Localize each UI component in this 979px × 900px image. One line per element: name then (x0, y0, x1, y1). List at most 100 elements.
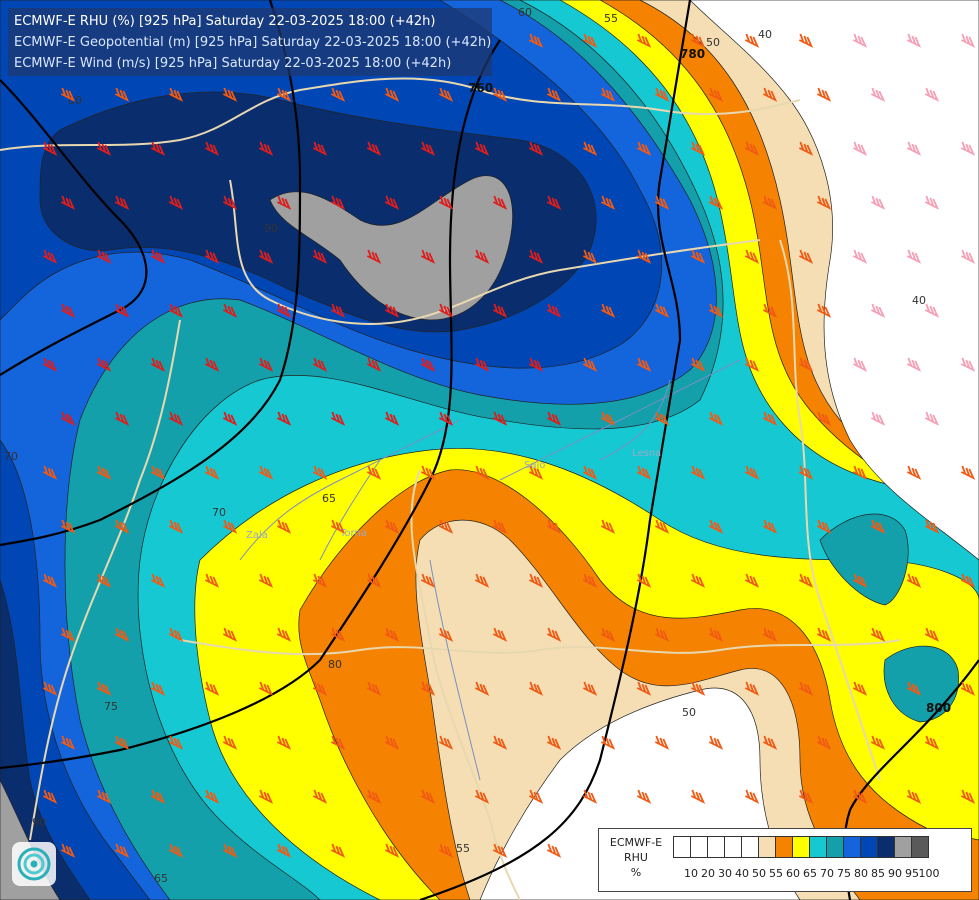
wind-barb (924, 303, 940, 318)
wind-barb (150, 465, 166, 480)
rhu-label: 70 (212, 506, 226, 519)
wind-barb (546, 87, 562, 102)
wind-barb (42, 249, 58, 264)
wind-barb (798, 357, 814, 372)
wind-barb (474, 465, 490, 480)
wind-barb (528, 141, 544, 156)
wind-barb (276, 195, 292, 210)
wind-barb (258, 249, 274, 264)
wind-barb (150, 789, 166, 804)
wind-barb (60, 303, 76, 318)
wind-barb (870, 627, 886, 642)
wind-barb (312, 681, 328, 696)
wind-barb (168, 195, 184, 210)
wind-barb (42, 141, 58, 156)
wind-barb (492, 303, 508, 318)
wind-barb (528, 249, 544, 264)
wind-barb (438, 627, 454, 642)
wind-barb (150, 249, 166, 264)
wind-barb (546, 303, 562, 318)
legend-swatch (894, 836, 912, 858)
wind-barb (798, 573, 814, 588)
wind-barb (546, 195, 562, 210)
river-line (429, 559, 481, 781)
wind-barb (636, 681, 652, 696)
legend-swatch (860, 836, 878, 858)
wind-barb (276, 519, 292, 534)
wind-barb (474, 141, 490, 156)
wind-barb (438, 735, 454, 750)
wind-barb (168, 735, 184, 750)
wind-barb (690, 789, 706, 804)
wind-barb (366, 141, 382, 156)
wind-barb (528, 465, 544, 480)
legend-swatch (707, 836, 725, 858)
wind-barb (762, 519, 778, 534)
wind-barb (816, 627, 832, 642)
provider-logo (12, 842, 56, 886)
wind-barb (546, 627, 562, 642)
wind-barb (384, 843, 400, 858)
wind-barb (546, 411, 562, 426)
border-line (0, 77, 801, 151)
legend-tick-label: 40 (735, 867, 749, 880)
swirl-logo-icon (17, 847, 51, 881)
river-label: Sajo (524, 460, 545, 471)
wind-barb (150, 573, 166, 588)
wind-barb (744, 141, 760, 156)
geopotential-line (0, 0, 302, 547)
wind-barb (168, 87, 184, 102)
wind-barb (582, 357, 598, 372)
wind-barb (852, 141, 868, 156)
wind-barb (870, 195, 886, 210)
wind-barb (528, 573, 544, 588)
wind-barb (708, 303, 724, 318)
wind-barb (600, 627, 616, 642)
wind-barb (600, 195, 616, 210)
legend-swatch (826, 836, 844, 858)
wind-barb (636, 573, 652, 588)
rhu-band-90-sw (0, 579, 91, 900)
wind-barb (330, 519, 346, 534)
wind-barb (582, 573, 598, 588)
rhu-label: 55 (456, 842, 470, 855)
wind-barb (744, 249, 760, 264)
wind-barb (870, 411, 886, 426)
geopotential-line (0, 79, 148, 376)
rhu-label: 90 (32, 816, 46, 829)
wind-barb (366, 789, 382, 804)
wind-barb (852, 573, 868, 588)
wind-barb (150, 357, 166, 372)
wind-barb (906, 681, 922, 696)
wind-barb (114, 411, 130, 426)
wind-barb (852, 33, 868, 48)
wind-barb (636, 789, 652, 804)
wind-barb (744, 357, 760, 372)
wind-barb (330, 303, 346, 318)
wind-barb (690, 141, 706, 156)
wind-barb (204, 141, 220, 156)
wind-barb (600, 735, 616, 750)
geopotential-labels: 780 760 800 (468, 47, 951, 715)
wind-barb (366, 465, 382, 480)
wind-barb (222, 195, 238, 210)
wind-barb (852, 249, 868, 264)
rhu-label: 75 (104, 700, 118, 713)
wind-barb (258, 465, 274, 480)
wind-barb (276, 735, 292, 750)
wind-barb (492, 735, 508, 750)
wind-barb (960, 141, 976, 156)
wind-barb (798, 681, 814, 696)
wind-barb (276, 627, 292, 642)
wind-barb (60, 195, 76, 210)
wind-barb (168, 411, 184, 426)
wind-barb (96, 465, 112, 480)
wind-barb (654, 627, 670, 642)
wind-barb (330, 87, 346, 102)
wind-barb (114, 627, 130, 642)
wind-barb (204, 789, 220, 804)
wind-barb (204, 573, 220, 588)
wind-barb (114, 519, 130, 534)
wind-barb (258, 357, 274, 372)
